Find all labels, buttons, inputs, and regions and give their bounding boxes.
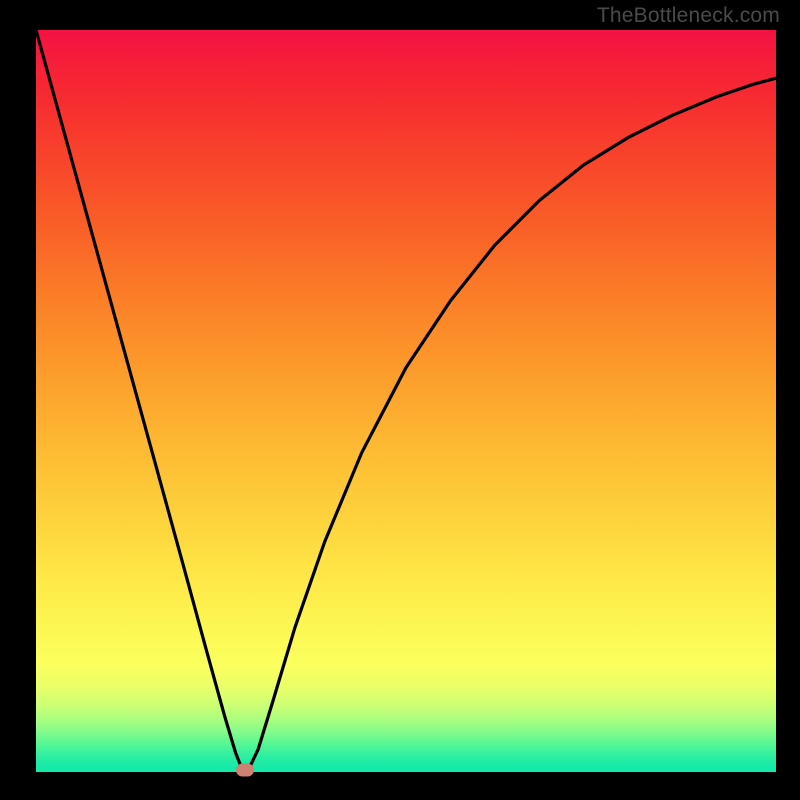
watermark-text: TheBottleneck.com (597, 4, 780, 28)
chart-frame: TheBottleneck.com (0, 0, 800, 800)
bottleneck-curve (36, 30, 776, 772)
optimum-marker (236, 763, 254, 776)
plot-area (36, 30, 776, 772)
